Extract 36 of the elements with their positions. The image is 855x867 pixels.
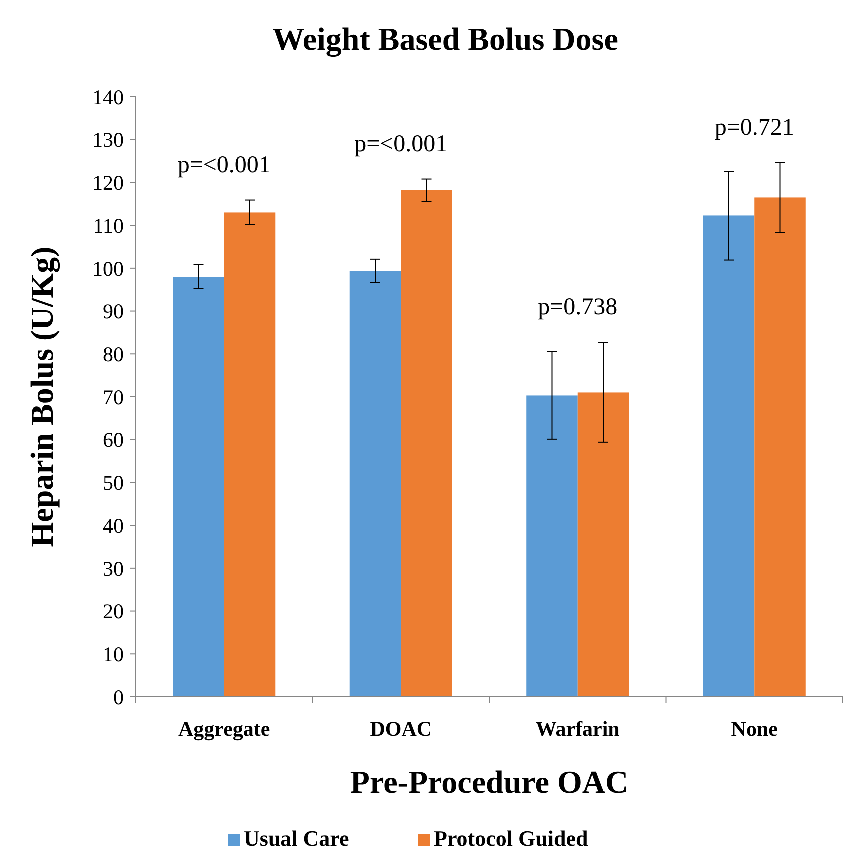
- y-tick-label: 0: [114, 685, 124, 710]
- y-tick-label: 70: [103, 385, 124, 410]
- y-tick-label: 30: [103, 556, 124, 581]
- y-tick-label: 80: [103, 342, 124, 366]
- bar: [350, 271, 402, 697]
- annotation: p=<0.001: [178, 152, 271, 178]
- annotation: p=0.738: [538, 294, 618, 321]
- x-tick-label: None: [731, 717, 778, 741]
- y-tick-label: 10: [103, 642, 124, 666]
- bar: [754, 198, 806, 697]
- y-tick-label: 110: [93, 214, 124, 238]
- y-tick-label: 50: [103, 471, 124, 496]
- y-tick-label: 20: [103, 600, 124, 624]
- x-axis-title: Pre-Procedure OAC: [350, 764, 629, 800]
- y-axis-title: Heparin Bolus (U/Kg): [24, 246, 61, 548]
- annotation: p=0.721: [714, 115, 794, 141]
- y-tick-label: 120: [92, 171, 124, 196]
- legend-label: Protocol Guided: [434, 826, 588, 851]
- y-tick-label: 90: [103, 300, 124, 324]
- bar: [703, 216, 755, 697]
- x-tick-label: Aggregate: [178, 717, 270, 741]
- y-tick-label: 60: [103, 428, 124, 452]
- bar: [401, 190, 452, 697]
- y-tick-label: 140: [92, 85, 124, 110]
- x-tick-label: DOAC: [370, 717, 432, 741]
- bar: [578, 392, 630, 697]
- y-tick-label: 40: [103, 514, 124, 538]
- y-tick-label: 100: [92, 256, 124, 281]
- x-tick-label: Warfarin: [536, 717, 620, 741]
- bar: [173, 277, 224, 697]
- bar: [526, 396, 578, 697]
- bar: [224, 212, 276, 697]
- annotation: p=<0.001: [354, 131, 448, 158]
- y-tick-label: 130: [92, 128, 124, 152]
- legend-label: Usual Care: [244, 826, 350, 851]
- chart-title: Weight Based Bolus Dose: [272, 21, 618, 58]
